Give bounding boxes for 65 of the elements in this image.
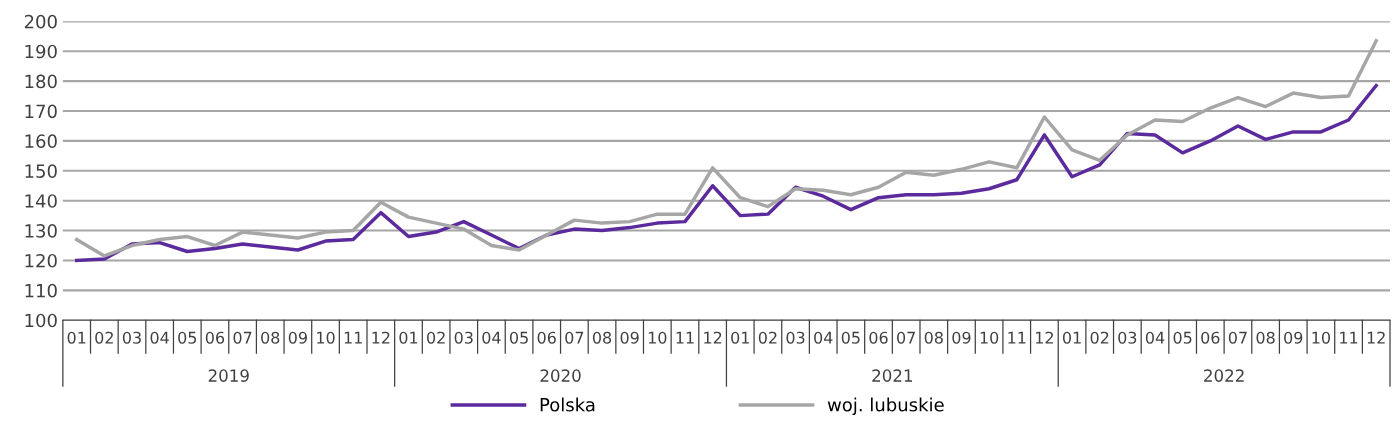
x-tick-label: 10 [1312, 331, 1330, 344]
x-tick-label: 06 [205, 331, 225, 344]
x-tick-label: 07 [565, 331, 584, 344]
x-tick-label: 04 [150, 331, 169, 344]
y-tick-label: 150 [25, 164, 57, 178]
x-tick-label: 10 [648, 331, 667, 344]
x-tick-label: 04 [1145, 331, 1165, 344]
y-tick-label: 130 [25, 224, 57, 238]
x-tick-label: 09 [620, 331, 639, 344]
x-tick-label: 05 [509, 331, 528, 344]
legend-label: Polska [540, 397, 595, 412]
x-tick-label: 08 [924, 331, 943, 344]
y-tick-label: 120 [25, 253, 57, 268]
x-tick-label: 01 [731, 331, 749, 344]
x-tick-label: 11 [1008, 331, 1026, 344]
x-tick-label: 03 [122, 331, 141, 344]
x-tick-label: 09 [1284, 331, 1303, 344]
x-tick-label: 07 [233, 331, 252, 344]
y-tick-label: 170 [25, 104, 57, 119]
x-tick-label: 01 [1062, 331, 1081, 344]
x-tick-label: 07 [897, 331, 915, 344]
x-tick-label: 11 [344, 331, 362, 344]
x-tick-label: 06 [1201, 331, 1220, 344]
x-tick-label: 11 [676, 331, 694, 344]
text: 2020 [540, 369, 581, 382]
text: 2021 [872, 369, 912, 382]
text: 2019 [208, 369, 249, 382]
legend-label: woj. lubuskie [827, 397, 944, 416]
x-tick-label: 11 [1340, 331, 1358, 344]
x-tick-label: 12 [1367, 331, 1385, 344]
y-tick-label: 140 [25, 194, 57, 208]
x-tick-label: 04 [814, 331, 833, 344]
text: 2022 [1204, 369, 1244, 382]
x-tick-label: 06 [537, 331, 556, 344]
x-tick-label: 02 [427, 331, 445, 344]
x-tick-label: 02 [1090, 331, 1109, 344]
x-tick-label: 03 [454, 331, 473, 344]
x-tick-label: 02 [95, 331, 113, 344]
x-tick-label: 06 [869, 331, 888, 344]
x-tick-label: 05 [178, 331, 197, 344]
y-tick-label: 180 [25, 74, 57, 89]
x-tick-label: 10 [980, 331, 999, 344]
x-tick-label: 12 [372, 331, 390, 344]
x-tick-label: 02 [758, 331, 777, 344]
x-tick-label: 08 [1256, 331, 1275, 344]
x-tick-label: 08 [261, 331, 280, 344]
x-tick-label: 07 [1228, 331, 1247, 344]
x-tick-label: 05 [841, 331, 860, 344]
y-tick-label: 100 [25, 313, 57, 328]
x-tick-label: 03 [1118, 331, 1137, 344]
x-tick-label: 04 [482, 331, 501, 344]
x-tick-label: 09 [952, 331, 971, 344]
y-tick-label: 200 [24, 14, 57, 29]
x-tick-label: 08 [592, 331, 612, 344]
x-tick-label: 10 [317, 331, 335, 344]
x-tick-label: 05 [1173, 331, 1192, 344]
x-tick-label: 12 [704, 331, 722, 344]
x-tick-label: 12 [1036, 331, 1053, 344]
x-tick-label: 03 [786, 331, 805, 344]
x-tick-label: 09 [288, 331, 307, 344]
x-tick-label: 01 [399, 331, 418, 344]
x-tick-label: 01 [67, 331, 86, 344]
y-tick-label: 160 [25, 134, 57, 149]
y-tick-label: 190 [25, 44, 57, 59]
y-tick-label: 110 [25, 283, 57, 298]
